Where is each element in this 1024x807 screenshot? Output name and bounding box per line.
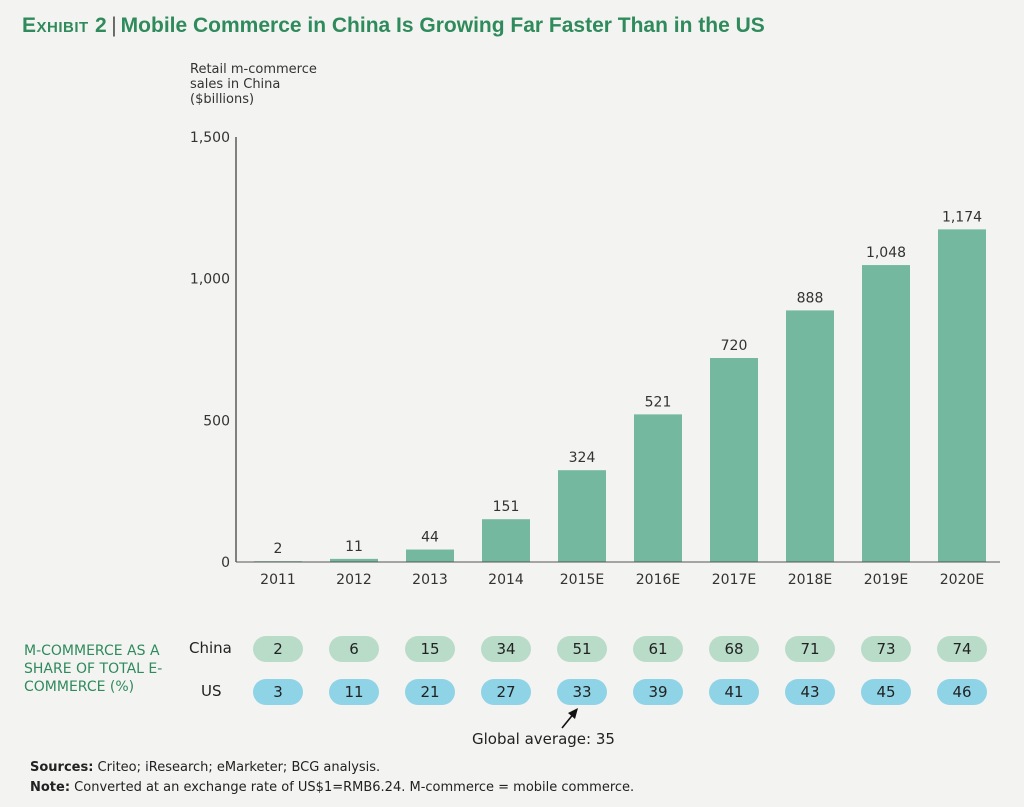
sources-label: Sources: [30, 760, 94, 775]
bar [710, 358, 758, 562]
share-value-us: 41 [709, 679, 759, 705]
global-average-annotation: Global average: 35 [472, 730, 615, 748]
bar-value-label: 11 [345, 539, 363, 555]
bar-value-label: 720 [721, 338, 748, 354]
bar [482, 519, 530, 562]
bar-value-label: 324 [569, 450, 596, 466]
share-table-label: M-COMMERCE AS A SHARE OF TOTAL E-COMMERC… [24, 643, 163, 695]
bar [634, 414, 682, 562]
share-value-us: 33 [557, 679, 607, 705]
x-tick-label: 2013 [412, 572, 448, 588]
y-tick-label: 0 [221, 555, 230, 571]
x-tick-label: 2018E [788, 572, 832, 588]
share-value-us: 45 [861, 679, 911, 705]
bar-value-label: 888 [797, 290, 824, 306]
bar [558, 470, 606, 562]
x-tick-label: 2017E [712, 572, 756, 588]
y-tick-label: 1,000 [190, 272, 230, 288]
share-value-china: 68 [709, 636, 759, 662]
x-tick-label: 2015E [560, 572, 604, 588]
y-axis-label: Retail m-commerce sales in China ($billi… [190, 62, 317, 107]
note-text: Converted at an exchange rate of US$1=RM… [70, 780, 635, 795]
y-tick-label: 500 [203, 413, 230, 429]
share-value-china: 51 [557, 636, 607, 662]
share-value-us: 39 [633, 679, 683, 705]
bar [406, 549, 454, 562]
x-tick-label: 2016E [636, 572, 680, 588]
share-value-us: 3 [253, 679, 303, 705]
x-tick-label: 2014 [488, 572, 524, 588]
share-value-us: 46 [937, 679, 987, 705]
bar-value-label: 521 [645, 394, 672, 410]
title-separator: | [111, 14, 117, 37]
x-tick-label: 2020E [940, 572, 984, 588]
annotation-arrow-head [568, 708, 578, 719]
footer: Sources: Criteo; iResearch; eMarketer; B… [30, 758, 634, 798]
bar [862, 265, 910, 562]
share-value-china: 34 [481, 636, 531, 662]
x-tick-label: 2011 [260, 572, 296, 588]
share-value-us: 11 [329, 679, 379, 705]
share-value-china: 74 [937, 636, 987, 662]
note-line: Note: Converted at an exchange rate of U… [30, 778, 634, 798]
bar [938, 229, 986, 562]
bar-value-label: 1,048 [866, 245, 906, 261]
share-value-china: 61 [633, 636, 683, 662]
x-tick-label: 2012 [336, 572, 372, 588]
share-value-china: 15 [405, 636, 455, 662]
note-label: Note: [30, 780, 71, 795]
y-tick-label: 1,500 [190, 130, 230, 146]
exhibit-label: Exhibit 2 [22, 14, 108, 37]
x-tick-label: 2019E [864, 572, 908, 588]
chart-title: Exhibit 2 | Mobile Commerce in China Is Gr… [22, 14, 765, 38]
sources-line: Sources: Criteo; iResearch; eMarketer; B… [30, 758, 634, 778]
bar-value-label: 1,174 [942, 209, 982, 225]
bar [330, 558, 378, 562]
share-value-china: 2 [253, 636, 303, 662]
share-value-china: 73 [861, 636, 911, 662]
share-value-us: 21 [405, 679, 455, 705]
share-row-label-us: US [201, 682, 222, 700]
share-value-us: 43 [785, 679, 835, 705]
sources-text: Criteo; iResearch; eMarketer; BCG analys… [93, 760, 381, 775]
bar [786, 310, 834, 562]
bar-value-label: 151 [493, 499, 520, 515]
share-value-china: 71 [785, 636, 835, 662]
bar-value-label: 44 [421, 530, 439, 546]
bar-value-label: 2 [274, 541, 283, 557]
share-value-china: 6 [329, 636, 379, 662]
share-value-us: 27 [481, 679, 531, 705]
title-text: Mobile Commerce in China Is Growing Far … [120, 14, 765, 37]
share-row-label-china: China [189, 639, 232, 657]
